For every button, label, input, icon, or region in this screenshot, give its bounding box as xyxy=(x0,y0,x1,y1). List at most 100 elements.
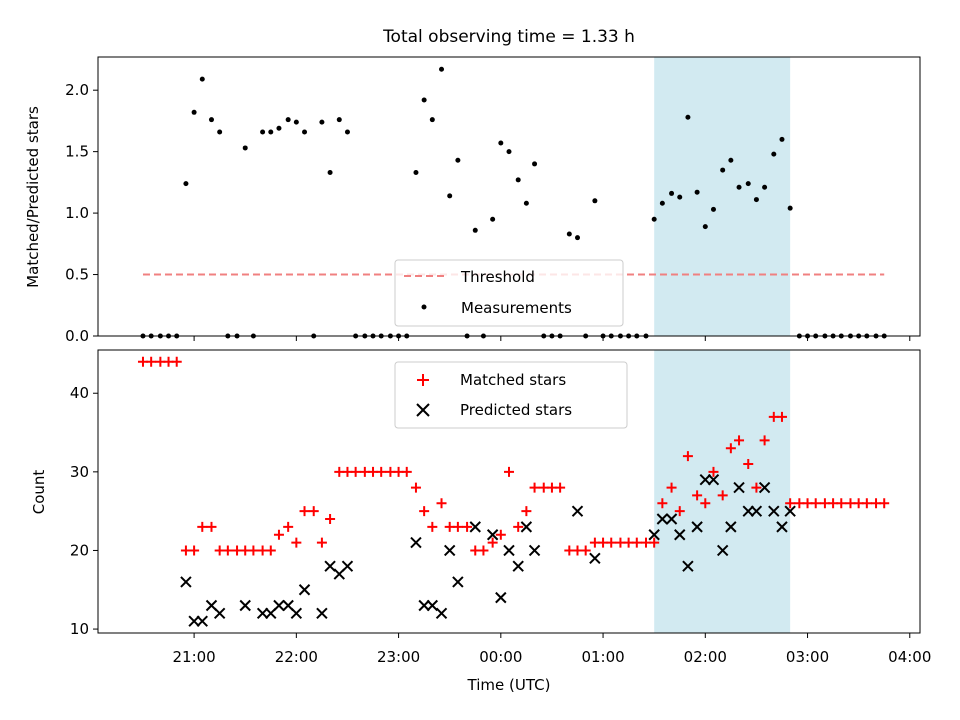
top-shaded-interval xyxy=(654,57,791,336)
matched-stars-point xyxy=(487,537,498,548)
predicted-stars-point xyxy=(512,560,524,572)
predicted-stars-series xyxy=(180,474,796,627)
predicted-stars-point xyxy=(768,505,780,517)
measurement-point xyxy=(771,151,777,157)
predicted-stars-point xyxy=(426,599,439,612)
measurement-point xyxy=(659,200,665,206)
matched-stars-point xyxy=(521,506,532,517)
x-tick-label: 04:00 xyxy=(888,648,931,666)
legend-matched-label: Matched stars xyxy=(460,371,566,389)
predicted-stars-point xyxy=(435,607,448,620)
x-tick-label: 02:00 xyxy=(684,648,727,666)
top-legend: Threshold Measurements xyxy=(394,259,624,327)
x-tick-label: 22:00 xyxy=(275,648,318,666)
predicted-stars-point xyxy=(528,544,541,557)
matched-stars-series xyxy=(137,356,890,556)
predicted-stars-point xyxy=(725,521,737,533)
measurement-point xyxy=(327,170,333,176)
measurement-point xyxy=(260,129,266,135)
matched-stars-point xyxy=(725,443,736,454)
predicted-stars-point xyxy=(520,521,533,533)
measurement-point xyxy=(523,200,529,206)
matched-stars-point xyxy=(529,482,540,493)
matched-stars-point xyxy=(751,482,762,493)
matched-stars-point xyxy=(649,537,660,548)
chart-title: Total observing time = 1.33 h xyxy=(382,27,635,47)
measurement-point xyxy=(319,119,325,125)
top-y-tick-label: 1.5 xyxy=(65,143,89,161)
bottom-legend: Matched stars Predicted stars xyxy=(394,361,628,429)
matched-stars-point xyxy=(861,498,872,509)
predicted-stars-point xyxy=(742,505,754,517)
measurement-point xyxy=(736,184,742,190)
matched-stars-point xyxy=(189,545,200,556)
predicted-stars-point xyxy=(674,529,686,541)
measurement-point xyxy=(728,157,734,163)
measurement-point xyxy=(217,129,223,135)
predicted-stars-point xyxy=(290,607,303,620)
measurement-point xyxy=(787,205,793,211)
predicted-stars-point xyxy=(776,521,788,533)
predicted-stars-point xyxy=(273,599,285,612)
measurement-point xyxy=(344,129,350,135)
measurement-point xyxy=(720,167,726,173)
measurement-point xyxy=(745,181,751,187)
matched-stars-point xyxy=(291,537,302,548)
matched-stars-point xyxy=(495,529,506,540)
legend-measurements-swatch xyxy=(421,304,427,310)
matched-stars-point xyxy=(666,482,677,493)
top-y-tick-label: 0.5 xyxy=(65,266,89,284)
matched-stars-point xyxy=(759,435,770,446)
predicted-stars-point xyxy=(784,505,796,517)
matched-stars-point xyxy=(478,545,489,556)
matched-stars-point xyxy=(734,435,745,446)
measurement-point xyxy=(276,125,282,131)
measurement-point xyxy=(285,117,291,123)
measurement-point xyxy=(566,231,572,237)
measurement-point xyxy=(421,97,427,103)
predicted-stars-point xyxy=(180,576,192,588)
measurement-point xyxy=(506,149,512,155)
top-y-tick-label: 2.0 xyxy=(65,81,89,99)
x-axis-label: Time (UTC) xyxy=(467,676,551,694)
matched-stars-point xyxy=(265,545,276,556)
predicted-stars-point xyxy=(341,560,354,572)
matched-stars-point xyxy=(452,521,463,532)
measurement-point xyxy=(651,216,657,222)
top-panel: 0.00.51.01.52.0 Matched/Predicted stars … xyxy=(24,56,921,345)
bottom-y-tick-label: 10 xyxy=(70,620,89,638)
predicted-stars-point xyxy=(418,599,430,612)
matched-stars-point xyxy=(206,521,217,532)
matched-stars-point xyxy=(325,514,336,525)
matched-stars-point xyxy=(692,490,703,501)
x-tick-label: 21:00 xyxy=(172,648,215,666)
legend-threshold-label: Threshold xyxy=(460,268,535,286)
matched-stars-point xyxy=(513,521,524,532)
top-y-axis-label: Matched/Predicted stars xyxy=(24,106,42,288)
predicted-stars-point xyxy=(213,607,226,620)
measurement-point xyxy=(490,216,496,222)
predicted-stars-point xyxy=(298,584,311,596)
matched-stars-point xyxy=(401,466,412,477)
predicted-stars-point xyxy=(486,529,499,541)
predicted-stars-point xyxy=(758,481,771,494)
measurement-point xyxy=(753,197,759,203)
bottom-axes-frame xyxy=(97,349,921,634)
measurement-point xyxy=(498,140,504,146)
matched-stars-point xyxy=(785,498,796,509)
predicted-stars-point xyxy=(589,552,601,565)
predicted-stars-point xyxy=(733,481,745,494)
measurement-point xyxy=(183,181,189,187)
measurement-point xyxy=(268,129,274,135)
measurement-point xyxy=(447,193,453,199)
bottom-y-tick-label: 30 xyxy=(70,463,89,481)
matched-stars-point xyxy=(879,498,890,509)
predicted-stars-point xyxy=(188,615,200,627)
measurement-point xyxy=(702,224,708,230)
matched-stars-point xyxy=(376,466,387,477)
measurement-point xyxy=(455,157,461,163)
matched-stars-point xyxy=(299,506,310,517)
measurement-point xyxy=(669,190,675,196)
measurement-point xyxy=(302,129,308,135)
predicted-stars-point xyxy=(316,607,328,620)
